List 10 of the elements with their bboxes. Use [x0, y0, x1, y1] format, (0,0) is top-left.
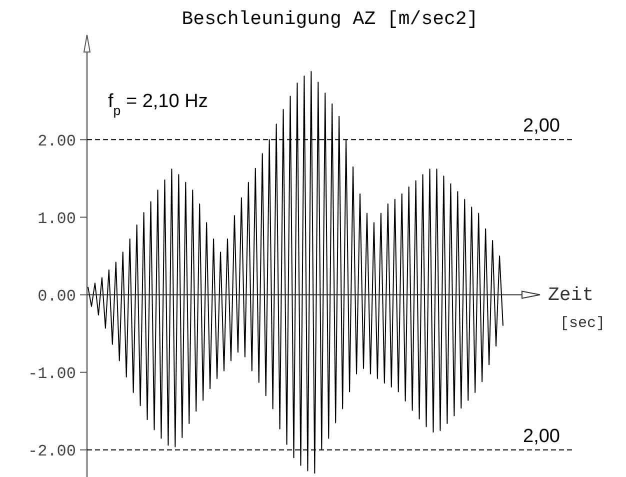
y-tick-label: -2.00 [28, 442, 76, 460]
chart-title: Beschleunigung AZ [m/sec2] [182, 8, 478, 30]
text: 2,00 [523, 426, 560, 447]
x-axis-title: Zeit [sec] [548, 284, 606, 332]
y-tick-label: 0.00 [38, 287, 76, 306]
y-tick-label: 1.00 [38, 210, 76, 228]
y-tick-label: -1.00 [28, 364, 76, 383]
ref-line-label: 2,00 [523, 116, 560, 137]
annotation: f$_{p}$ = 2,10 Hz [108, 91, 208, 118]
y-tick-label: 2.00 [38, 132, 76, 150]
